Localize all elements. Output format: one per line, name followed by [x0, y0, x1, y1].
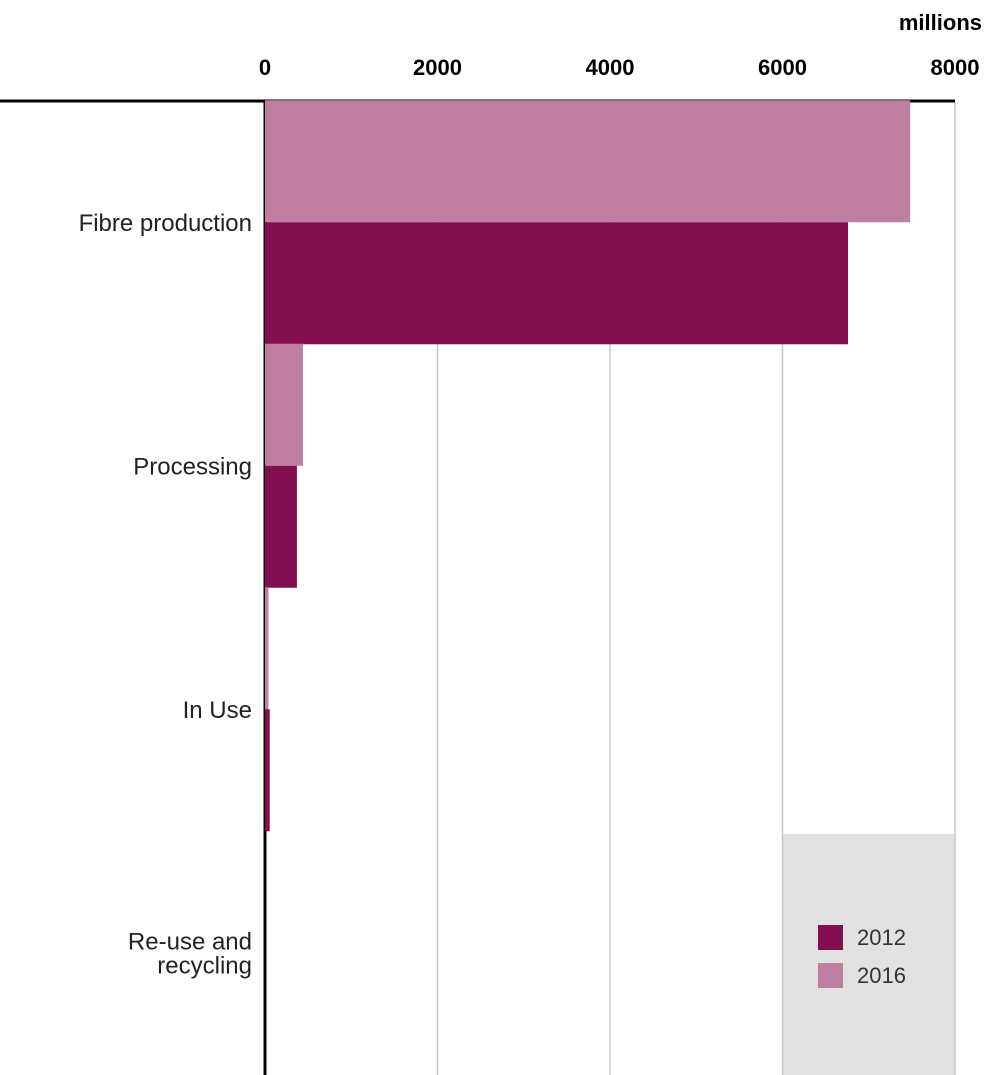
bar-2012-1 — [265, 465, 297, 588]
category-label-2: In Use — [183, 697, 252, 724]
legend-label-2012: 2012 — [857, 925, 906, 950]
bar-2012-0 — [265, 222, 849, 345]
category-label-3-line-1: recycling — [157, 952, 252, 979]
category-label-3-line-0: Re-use and — [128, 928, 252, 955]
x-tick-labels: 0 2000 4000 6000 8000 — [259, 55, 980, 80]
category-labels: Fibre production Processing In Use Re-use a… — [79, 210, 252, 980]
bar-2016-2 — [265, 587, 269, 710]
x-tick-label-2000: 2000 — [413, 55, 462, 80]
x-tick-label-0: 0 — [259, 55, 271, 80]
unit-label: millions — [899, 10, 982, 35]
bar-2016-1 — [265, 343, 303, 466]
legend-swatch-2016 — [818, 963, 843, 988]
legend-label-2016: 2016 — [857, 963, 906, 988]
legend: 2012 2016 — [818, 925, 906, 988]
bar-2012-2 — [265, 709, 270, 832]
x-tick-label-4000: 4000 — [586, 55, 635, 80]
bars — [265, 100, 911, 832]
bar-2016-0 — [265, 100, 911, 223]
category-label-1: Processing — [133, 453, 252, 480]
x-tick-label-8000: 8000 — [931, 55, 980, 80]
x-tick-label-6000: 6000 — [758, 55, 807, 80]
legend-background — [783, 834, 955, 1075]
category-label-0: Fibre production — [79, 210, 252, 237]
legend-swatch-2012 — [818, 925, 843, 950]
